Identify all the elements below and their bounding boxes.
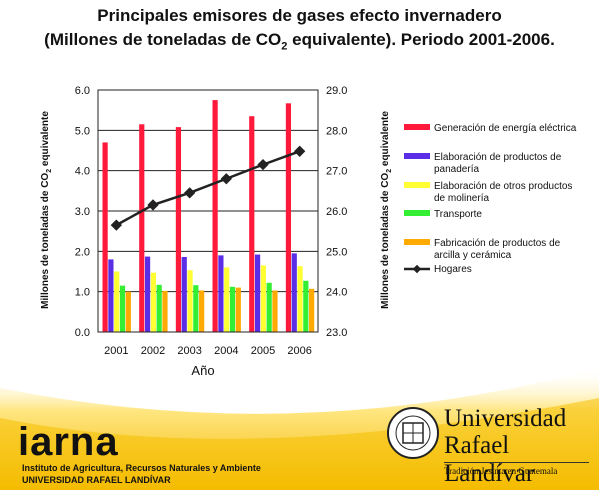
y-left-tick-label: 1.0 <box>75 287 90 299</box>
y-right-tick-label: 29.0 <box>326 85 347 97</box>
bar-2002-4 <box>162 290 168 332</box>
y-right-tick-label: 28.0 <box>326 125 347 137</box>
x-tick-label: 2001 <box>104 345 128 357</box>
bar-2006-0 <box>285 103 292 332</box>
bar-2001-0 <box>102 142 108 332</box>
bar-2002-3 <box>156 284 162 332</box>
bar-2003-2 <box>187 270 193 332</box>
chart-title: Principales emisores de gases efecto inv… <box>0 4 599 58</box>
legend-swatch-0 <box>404 124 430 130</box>
university-seal-icon <box>387 407 439 459</box>
legend-label-1: Elaboración de productos de panadería <box>434 152 562 175</box>
y-right-tick-label: 26.0 <box>326 206 347 218</box>
bar-2004-2 <box>224 267 230 332</box>
bar-2006-4 <box>309 288 315 332</box>
legend-swatch-hogares-marker <box>412 264 422 274</box>
y-right-tick-label: 23.0 <box>326 327 347 339</box>
bar-2002-0 <box>139 124 145 333</box>
footer-banner <box>0 368 599 490</box>
x-axis-label: Año <box>191 363 214 378</box>
y-right-tick-label: 24.0 <box>326 287 347 299</box>
legend-swatch-1 <box>404 153 430 159</box>
y-axis-right-label: Millones de toneladas de CO2 equivalente <box>380 111 393 309</box>
bar-2005-4 <box>272 290 278 332</box>
legend-label-2: Elaboración de otros productos de moliner… <box>434 181 572 204</box>
university-divider <box>444 462 589 463</box>
legend: Generación de energía eléctrica Elaboraci… <box>404 123 577 275</box>
grid-lines <box>98 89 318 333</box>
legend-swatch-4 <box>404 239 430 245</box>
hogares-point-2005 <box>257 158 269 171</box>
bar-2004-1 <box>218 255 224 332</box>
bars-layer <box>102 100 315 333</box>
title-line-2: (Millones de toneladas de CO2 equivalent… <box>44 30 555 53</box>
hogares-point-2006 <box>294 145 306 157</box>
iarna-university-name: UNIVERSIDAD RAFAEL LANDÍVAR <box>22 475 171 485</box>
left-axis-ticks: 0.0 1.0 2.0 3.0 4.0 5.0 6.0 <box>75 85 90 339</box>
chart-area: 0.0 1.0 2.0 3.0 4.0 5.0 6.0 23.0 24.0 25.0 26.0 27… <box>40 85 577 378</box>
y-left-tick-label: 3.0 <box>75 206 90 218</box>
university-name-line-1: Universidad <box>444 405 567 432</box>
bar-2002-2 <box>150 272 156 332</box>
bar-2004-3 <box>229 286 236 332</box>
hogares-point-2001 <box>110 219 122 231</box>
bar-2005-3 <box>266 282 272 332</box>
y-left-tick-label: 5.0 <box>75 125 90 137</box>
bar-2005-0 <box>249 116 255 332</box>
bar-2003-1 <box>181 256 187 332</box>
legend-label-0: Generación de energía eléctrica <box>434 123 577 134</box>
bar-2001-1 <box>108 259 114 332</box>
hogares-point-2003 <box>184 187 196 199</box>
y-left-tick-label: 0.0 <box>75 327 90 339</box>
hogares-point-2004 <box>220 173 232 185</box>
y-left-tick-label: 2.0 <box>75 246 90 258</box>
university-name-line-2: Rafael Landívar <box>444 432 535 487</box>
y-right-tick-label: 27.0 <box>326 166 347 178</box>
bar-2005-2 <box>260 265 266 332</box>
bar-2005-1 <box>254 254 261 332</box>
x-tick-label: 2004 <box>214 345 238 357</box>
bar-2001-2 <box>114 271 120 332</box>
y-left-tick-label: 6.0 <box>75 85 90 97</box>
x-tick-label: 2006 <box>287 345 311 357</box>
hogares-line-layer <box>110 145 306 231</box>
legend-label-hogares: Hogares <box>434 264 472 275</box>
legend-swatch-2 <box>404 182 430 188</box>
iarna-logo: iarna <box>18 420 119 464</box>
bar-2001-4 <box>125 291 131 332</box>
bar-2006-1 <box>291 253 297 332</box>
y-right-tick-label: 25.0 <box>326 246 347 258</box>
plot-frame <box>97 89 319 333</box>
bar-2003-4 <box>199 290 205 332</box>
bar-2004-4 <box>235 287 241 332</box>
hogares-point-2002 <box>147 199 159 211</box>
y-left-tick-label: 4.0 <box>75 166 90 178</box>
hogares-line <box>115 150 301 227</box>
bar-2006-2 <box>297 266 303 332</box>
bar-2006-3 <box>303 280 309 332</box>
legend-swatch-3 <box>404 210 430 216</box>
x-tick-label: 2002 <box>141 345 165 357</box>
legend-label-3: Transporte <box>434 209 482 220</box>
bar-2001-3 <box>119 285 126 332</box>
bar-2004-0 <box>212 100 218 332</box>
x-tick-label: 2003 <box>177 345 201 357</box>
bar-2003-3 <box>193 285 199 332</box>
x-axis-ticks: 2001 2002 2003 2004 2005 2006 <box>104 345 312 357</box>
y-axis-left-label: Millones de toneladas de CO2 equivalente <box>40 111 53 309</box>
right-axis-ticks: 23.0 24.0 25.0 26.0 27.0 28.0 29.0 <box>326 85 347 339</box>
iarna-institute-name: Instituto de Agricultura, Recursos Natur… <box>22 463 261 473</box>
title-line-1: Principales emisores de gases efecto inv… <box>97 6 502 25</box>
x-tick-label: 2005 <box>251 345 275 357</box>
legend-label-4: Fabricación de productos de arcilla y cer… <box>434 238 561 261</box>
bar-2003-0 <box>175 127 182 333</box>
university-tagline: Tradición Jesuita en Guatemala <box>444 466 558 476</box>
bar-2002-1 <box>144 256 151 332</box>
